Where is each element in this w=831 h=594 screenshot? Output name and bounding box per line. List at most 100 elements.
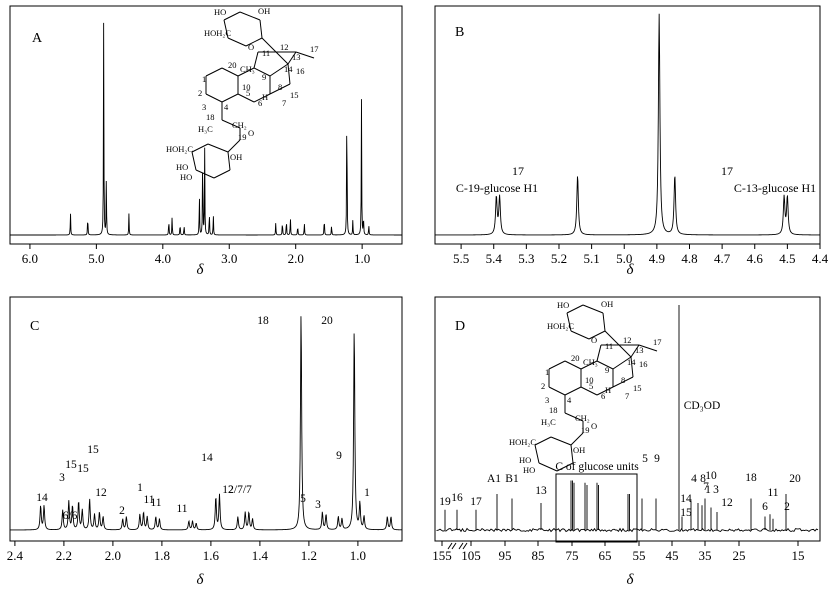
- panel-a-x-axis: 6.0 5.0 4.0 3.0 2.0 1.0: [22, 244, 370, 266]
- bond: [596, 344, 602, 362]
- x-tick-label: 155: [432, 548, 452, 563]
- panel-c-annotation: 6/6: [63, 510, 78, 522]
- structure-label: 18: [206, 112, 215, 122]
- bond: [205, 93, 223, 103]
- panel-d-annotation: 16: [451, 492, 463, 504]
- x-tick-label: 5.3: [518, 251, 534, 266]
- x-tick-label: 2.0: [288, 251, 304, 266]
- panel-c-xlabel: δ: [197, 572, 205, 588]
- panel-c-annotation: 14: [201, 452, 213, 464]
- structure-label: CH₃: [583, 357, 598, 367]
- bond: [227, 37, 247, 47]
- structure-label: O: [248, 128, 254, 138]
- bond: [191, 143, 209, 153]
- bond: [564, 386, 582, 396]
- structure-label: O: [591, 421, 597, 431]
- bond: [295, 51, 315, 59]
- structure-label: H₃C: [198, 124, 213, 134]
- axis-break: [447, 542, 457, 550]
- panel-b: B 5.5 5.4 5.3 5.2 5.1 5.0 4.9 4.8 4.7 4.6 4.5 4.4 δ…: [434, 5, 829, 278]
- bond: [253, 93, 271, 103]
- x-tick-label: 2.2: [56, 548, 72, 563]
- structure-label: HOH₂C: [509, 437, 536, 447]
- panel-d-annotation: 4: [691, 473, 697, 485]
- panel-b-annotation: 17: [721, 164, 733, 178]
- panel-c-annotation: 11: [150, 497, 161, 509]
- bond: [548, 386, 566, 396]
- structure-label: 14: [284, 64, 293, 74]
- structure-label: OH: [230, 152, 242, 162]
- panel-d-annotation: 6: [762, 501, 768, 513]
- bond: [570, 432, 584, 446]
- structure-label: HO: [214, 7, 226, 17]
- structure-label: HOH₂C: [204, 28, 231, 38]
- panel-c-annotation: 3: [315, 499, 321, 511]
- x-tick-label: 4.7: [714, 251, 731, 266]
- panel-d-annotation: 17: [470, 496, 482, 508]
- structure-label: HO: [176, 162, 188, 172]
- axis-break: [458, 542, 468, 550]
- bond: [261, 37, 277, 53]
- bond: [195, 169, 215, 179]
- panel-c-spectrum: [10, 316, 403, 531]
- x-tick-label: 5.4: [486, 251, 503, 266]
- panel-c-frame: [9, 296, 403, 542]
- panel-b-spectrum: [435, 13, 821, 236]
- panel-b-annotation: C-19-glucose H1: [456, 181, 538, 195]
- x-tick-label: 2.0: [105, 548, 121, 563]
- structure-label: OH: [573, 445, 585, 455]
- bond: [223, 19, 229, 39]
- structure-label: 8: [621, 375, 625, 385]
- x-tick-label: 55: [633, 548, 646, 563]
- panel-d-annotation: 13: [535, 485, 547, 497]
- bond: [221, 93, 239, 103]
- panel-a-spectrum: [10, 22, 402, 236]
- structure-label: 11: [605, 341, 613, 351]
- x-tick-label: 1.0: [350, 548, 366, 563]
- bond: [239, 11, 261, 21]
- panel-a-label: A: [32, 31, 43, 46]
- bond: [550, 436, 572, 446]
- panel-c-annotation: 3: [59, 472, 65, 484]
- structure-label: 16: [296, 66, 305, 76]
- panel-d-spectrum: [436, 305, 819, 533]
- structure-label: 15: [633, 383, 642, 393]
- x-tick-label: 1.2: [301, 548, 317, 563]
- panel-d-annotation: 3: [713, 484, 719, 496]
- bond: [630, 356, 634, 378]
- bond: [205, 67, 223, 77]
- structure-label: HO: [180, 172, 192, 182]
- bond: [275, 51, 289, 65]
- bond: [269, 83, 291, 95]
- x-tick-label: 15: [792, 548, 805, 563]
- bond: [566, 312, 572, 332]
- structure-label: 4: [224, 102, 229, 112]
- bond: [548, 360, 566, 370]
- x-tick-label: 1.0: [354, 251, 370, 266]
- panel-d-annotation: 10: [705, 470, 717, 482]
- bond: [602, 312, 606, 332]
- x-tick-label: 5.5: [453, 251, 469, 266]
- panel-d-annotation: 15: [680, 507, 692, 519]
- structure-label: H: [605, 385, 611, 395]
- structure-label: 7: [282, 98, 286, 108]
- structure-label: 1: [545, 367, 549, 377]
- bond: [556, 462, 574, 472]
- panel-c-annotation: 11: [176, 503, 187, 515]
- bond: [227, 139, 241, 153]
- panel-c-annotation: 14: [36, 492, 48, 504]
- bond: [237, 67, 255, 77]
- x-tick-label: 5.2: [551, 251, 567, 266]
- structure-label: 19: [238, 132, 247, 142]
- panel-d-label: D: [455, 319, 465, 334]
- panel-d-annotation: 14: [680, 493, 692, 505]
- bond: [245, 37, 263, 47]
- structure-label: 17: [653, 337, 662, 347]
- x-tick-label: 5.0: [616, 251, 632, 266]
- panel-b-label: B: [455, 25, 464, 40]
